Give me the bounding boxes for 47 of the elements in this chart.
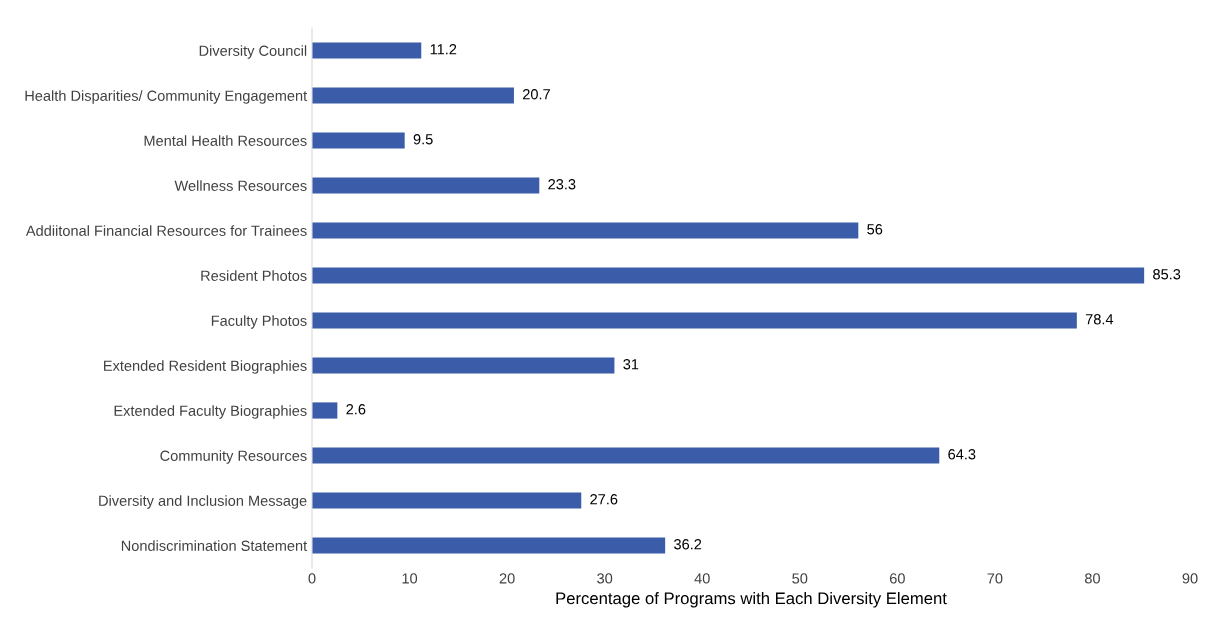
y-tick-label: Resident Photos: [201, 270, 307, 281]
x-tick-label: 80: [1084, 573, 1100, 584]
bar: [312, 312, 1077, 329]
x-tick-label: 50: [792, 573, 808, 584]
y-tick-label: Health Disparities/ Community Engagement: [25, 90, 308, 104]
data-label: 27.6: [590, 494, 618, 505]
y-tick-label: Nondiscrimination Statement: [121, 540, 308, 551]
y-tick-label: Extended Resident Biographies: [104, 360, 307, 374]
data-label: 31: [623, 359, 639, 370]
x-tick-label: 90: [1182, 573, 1198, 584]
data-label: 78.4: [1085, 314, 1114, 325]
data-label: 23.3: [548, 179, 576, 190]
bar: [312, 447, 940, 464]
bar: [312, 132, 405, 149]
x-tick-label: 60: [889, 573, 905, 584]
data-label: 64.3: [948, 449, 976, 460]
data-label: 20.7: [523, 89, 550, 100]
bar: [312, 357, 615, 374]
bar: [312, 177, 540, 194]
y-tick-label: Mental Health Resources: [144, 135, 307, 146]
bar: [312, 87, 514, 104]
y-tick-label: Addiitonal Financial Resources for Trainees: [25, 225, 307, 236]
bar: [312, 537, 666, 554]
bar: [312, 402, 338, 419]
x-axis-title: Percentage of Programs with Each Diversity Element: [556, 592, 947, 608]
data-label: 2.6: [346, 404, 366, 415]
x-tick-label: 70: [987, 573, 1003, 584]
y-tick-label: Faculty Photos: [211, 315, 307, 329]
x-tick-label: 10: [402, 573, 418, 584]
x-tick-label: 40: [694, 573, 710, 584]
x-tick-label: 20: [499, 573, 515, 584]
data-label: 56: [867, 224, 883, 235]
data-label: 9.5: [413, 134, 433, 145]
data-label: 11.2: [430, 44, 457, 55]
bar: [312, 42, 422, 59]
bar: [312, 267, 1145, 284]
bar: [312, 222, 859, 239]
x-tick-label: 0: [308, 573, 316, 584]
y-tick-label: Extended Faculty Biographies: [114, 405, 307, 419]
y-tick-label: Diversity Council: [199, 45, 307, 59]
y-tick-label: Diversity and Inclusion Message: [99, 495, 307, 509]
data-label: 85.3: [1153, 269, 1181, 280]
data-label: 36.2: [674, 539, 702, 550]
x-tick-label: 30: [597, 573, 613, 584]
y-tick-label: Community Resources: [160, 450, 307, 464]
bar: [312, 492, 582, 509]
y-tick-label: Wellness Resources: [174, 180, 307, 191]
